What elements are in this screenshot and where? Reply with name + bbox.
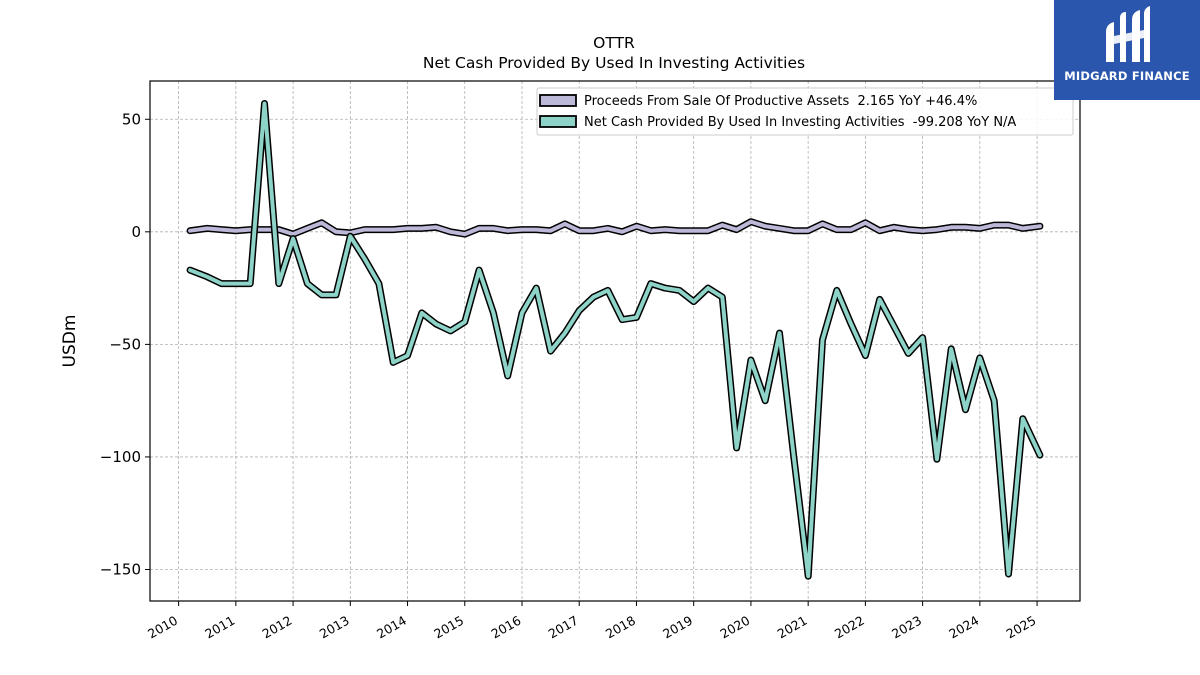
logo-mark-icon	[1106, 6, 1150, 62]
x-tick-label: 2024	[946, 613, 981, 642]
chart-subtitle: Net Cash Provided By Used In Investing A…	[423, 54, 805, 72]
x-tick-label: 2022	[832, 613, 867, 642]
series-line	[188, 219, 1042, 237]
legend-swatch-proceeds	[539, 94, 577, 107]
legend-label-net-cash: Net Cash Provided By Used In Investing A…	[584, 115, 1016, 130]
x-tick-label: 2014	[374, 613, 409, 642]
series-1	[186, 100, 1044, 580]
y-tick-label: −150	[100, 560, 141, 578]
y-axis-label: USDm	[60, 315, 80, 368]
y-tick-label: 0	[131, 223, 141, 241]
y-tick-label: −100	[100, 448, 141, 466]
series-0	[186, 218, 1044, 238]
plot-frame	[149, 80, 1081, 602]
y-axis-ticks: 50 0 −50 −100 −150	[100, 110, 150, 578]
y-tick-label: 50	[122, 110, 141, 128]
x-tick-label: 2013	[317, 613, 352, 642]
x-tick-label: 2016	[488, 613, 523, 642]
series-line-outline	[186, 100, 1044, 580]
x-tick-label: 2023	[889, 613, 924, 642]
y-tick-label: −50	[109, 335, 141, 353]
x-tick-label: 2021	[775, 613, 810, 642]
legend-swatch-net-cash	[539, 115, 577, 128]
grid-lines	[150, 81, 1080, 601]
legend-box	[536, 87, 1074, 136]
legend-label-proceeds: Proceeds From Sale Of Productive Assets …	[584, 94, 977, 109]
x-tick-label: 2010	[145, 613, 180, 642]
series-line	[188, 101, 1042, 579]
x-axis-ticks: 2010 2011 2012 2013 2014 2015 2016 2017 2018 2019…	[145, 601, 1039, 642]
x-tick-label: 2011	[202, 613, 237, 642]
x-tick-label: 2012	[260, 613, 295, 642]
x-tick-label: 2020	[717, 613, 752, 642]
chart-title: OTTR	[593, 34, 635, 52]
x-tick-label: 2025	[1004, 613, 1039, 642]
legend: Proceeds From Sale Of Productive Assets …	[536, 87, 1074, 136]
logo-text: MIDGARD FINANCE	[1064, 69, 1190, 83]
x-tick-label: 2015	[431, 613, 466, 642]
x-tick-label: 2019	[660, 613, 695, 642]
x-tick-label: 2018	[603, 613, 638, 642]
x-tick-label: 2017	[546, 613, 581, 642]
brand-logo: MIDGARD FINANCE	[1054, 0, 1200, 100]
series-layer	[186, 100, 1044, 580]
